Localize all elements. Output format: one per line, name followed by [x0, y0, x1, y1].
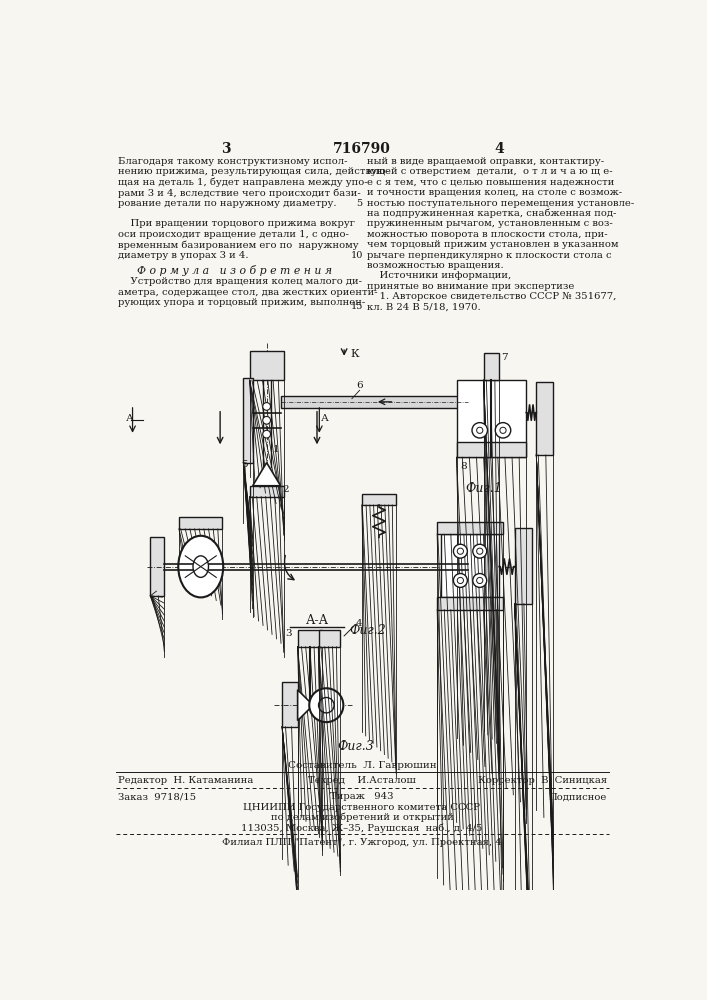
Text: А: А	[321, 414, 329, 423]
Text: возможностью вращения.: возможностью вращения.	[368, 261, 504, 270]
Text: 10: 10	[351, 251, 363, 260]
Text: 1. Авторское свидетельство СССР № 351677,: 1. Авторское свидетельство СССР № 351677…	[368, 292, 617, 301]
Text: Тираж   943: Тираж 943	[330, 792, 394, 801]
Text: 15: 15	[351, 302, 363, 311]
Text: 6: 6	[356, 380, 363, 389]
Circle shape	[495, 423, 510, 438]
Text: А-А: А-А	[305, 614, 329, 627]
Circle shape	[500, 427, 506, 433]
Ellipse shape	[178, 536, 223, 597]
Text: чем торцовый прижим установлен в указанном: чем торцовый прижим установлен в указанн…	[368, 240, 619, 249]
Text: Филиал ПЛП "Патент", г. Ужгород, ул. Проектная, 4: Филиал ПЛП "Патент", г. Ужгород, ул. Про…	[222, 838, 502, 847]
Text: 8: 8	[460, 462, 467, 471]
Text: 4: 4	[356, 619, 363, 628]
Circle shape	[457, 548, 464, 554]
Text: К: К	[351, 349, 359, 359]
Text: и точности вращения колец, на столе с возмож-: и точности вращения колец, на столе с во…	[368, 188, 622, 197]
Text: рующих упора и торцовый прижим, выполнен-: рующих упора и торцовый прижим, выполнен…	[118, 298, 365, 307]
Text: е с я тем, что с целью повышения надежности: е с я тем, что с целью повышения надежно…	[368, 178, 615, 187]
Ellipse shape	[193, 556, 209, 577]
Circle shape	[477, 427, 483, 433]
Circle shape	[473, 574, 486, 587]
Text: При вращении торцового прижима вокруг: При вращении торцового прижима вокруг	[118, 219, 355, 228]
Bar	[179, 517, 223, 529]
Circle shape	[453, 544, 467, 558]
Text: рование детали по наружному диаметру.: рование детали по наружному диаметру.	[118, 199, 337, 208]
Text: рычаге перпендикулярно к плоскости стола с: рычаге перпендикулярно к плоскости стола…	[368, 251, 612, 260]
Text: Редактор  Н. Катаманина: Редактор Н. Катаманина	[118, 776, 253, 785]
Text: Техред    И.Асталош: Техред И.Асталош	[308, 776, 416, 785]
Circle shape	[472, 423, 488, 438]
Text: рами 3 и 4, вследствие чего происходит бази-: рами 3 и 4, вследствие чего происходит б…	[118, 188, 361, 198]
Bar	[281, 396, 468, 408]
Text: принятые во внимание при экспертизе: принятые во внимание при экспертизе	[368, 282, 575, 291]
Bar	[441, 534, 499, 597]
Text: на подпружиненная каретка, снабженная под-: на подпружиненная каретка, снабженная по…	[368, 209, 617, 218]
Circle shape	[453, 574, 467, 587]
Bar	[457, 380, 526, 457]
Text: ный в виде вращаемой оправки, контактиру-: ный в виде вращаемой оправки, контактиру…	[368, 157, 604, 166]
Text: ющей с отверстием  детали,  о т л и ч а ю щ е-: ющей с отверстием детали, о т л и ч а ю …	[368, 167, 613, 176]
Text: 5: 5	[240, 460, 247, 469]
Bar	[437, 522, 503, 534]
Circle shape	[263, 430, 271, 438]
Circle shape	[477, 548, 483, 554]
Text: 4: 4	[494, 142, 504, 156]
Text: диаметру в упорах 3 и 4.: диаметру в упорах 3 и 4.	[118, 251, 248, 260]
Bar	[250, 486, 284, 497]
Text: 3: 3	[221, 142, 230, 156]
Bar	[437, 597, 503, 610]
Text: Заказ  9718/15: Заказ 9718/15	[118, 792, 196, 801]
Text: ЦНИИПИ Государственного комитета СССР: ЦНИИПИ Государственного комитета СССР	[243, 803, 481, 812]
Text: кл. В 24 В 5/18, 1970.: кл. В 24 В 5/18, 1970.	[368, 302, 481, 311]
Polygon shape	[252, 463, 281, 486]
Text: нению прижима, результирующая сила, действую-: нению прижима, результирующая сила, дейс…	[118, 167, 389, 176]
Bar	[151, 537, 164, 596]
Circle shape	[457, 577, 464, 584]
Bar	[537, 382, 554, 455]
Circle shape	[319, 698, 334, 713]
Text: Фиг.2: Фиг.2	[349, 624, 386, 637]
Text: Подписное: Подписное	[549, 792, 607, 801]
Text: Фиг.3: Фиг.3	[337, 740, 374, 753]
Text: 3: 3	[286, 629, 292, 638]
Text: 1: 1	[273, 445, 279, 454]
Text: пружиненным рычагом, установленным с воз-: пружиненным рычагом, установленным с воз…	[368, 219, 613, 228]
Circle shape	[309, 688, 344, 722]
Text: можностью поворота в плоскости стола, при-: можностью поворота в плоскости стола, пр…	[368, 230, 608, 239]
Text: А: А	[126, 414, 134, 423]
Text: 5: 5	[356, 199, 363, 208]
Bar	[515, 528, 532, 604]
Circle shape	[473, 544, 486, 558]
Text: Составитель  Л. Гаврюшин: Составитель Л. Гаврюшин	[288, 761, 436, 770]
Text: 716790: 716790	[333, 142, 391, 156]
Bar	[282, 682, 298, 727]
Bar	[362, 494, 396, 505]
Text: Благодаря такому конструктизному испол-: Благодаря такому конструктизному испол-	[118, 157, 347, 166]
Bar	[457, 442, 526, 457]
Text: 2: 2	[282, 485, 288, 494]
Polygon shape	[298, 690, 313, 721]
Text: 7: 7	[501, 353, 508, 362]
Bar	[243, 378, 252, 463]
Text: аметра, содержащее стол, два жестких ориенти-: аметра, содержащее стол, два жестких ори…	[118, 288, 378, 297]
Text: 113035, Москва, Ж–35, Раушская  наб., д. 4/5: 113035, Москва, Ж–35, Раушская наб., д. …	[241, 823, 483, 833]
Circle shape	[477, 577, 483, 584]
Bar	[319, 630, 340, 647]
Text: Ф о р м у л а   и з о б р е т е н и я: Ф о р м у л а и з о б р е т е н и я	[137, 265, 332, 276]
Text: Фиг.1: Фиг.1	[465, 482, 502, 495]
Text: временным базированием его по  наружному: временным базированием его по наружному	[118, 240, 358, 250]
Text: щая на деталь 1, будет направлена между упо-: щая на деталь 1, будет направлена между …	[118, 178, 368, 187]
Bar	[298, 630, 322, 647]
Circle shape	[263, 403, 271, 410]
Bar	[250, 351, 284, 380]
Text: оси происходит вращение детали 1, с одно-: оси происходит вращение детали 1, с одно…	[118, 230, 349, 239]
Bar	[484, 353, 499, 380]
Text: Источники информации,: Источники информации,	[368, 271, 512, 280]
Text: ностью поступательного перемещения установле-: ностью поступательного перемещения устан…	[368, 199, 635, 208]
Text: Устройство для вращения колец малого ди-: Устройство для вращения колец малого ди-	[118, 277, 362, 286]
Text: Корректор  В. Синицкая: Корректор В. Синицкая	[478, 776, 607, 785]
Text: по делам изобретений и открытий: по делам изобретений и открытий	[271, 813, 453, 822]
Circle shape	[263, 416, 271, 424]
